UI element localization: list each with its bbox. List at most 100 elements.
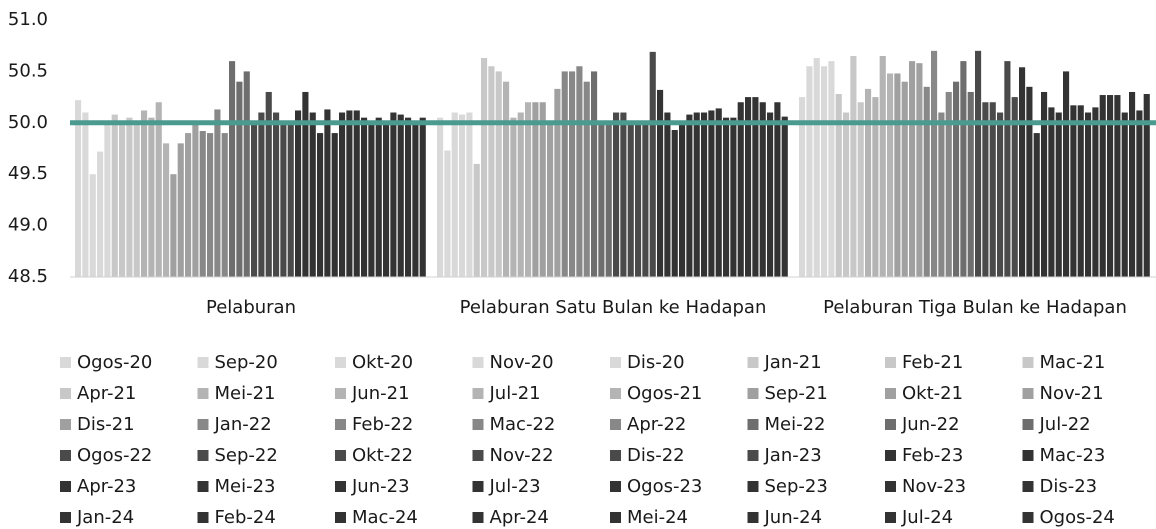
bar — [346, 110, 353, 278]
bar — [412, 122, 419, 277]
bar — [774, 102, 781, 278]
bar — [554, 88, 561, 277]
legend-swatch — [472, 512, 484, 523]
bar — [569, 71, 576, 278]
legend-swatch — [197, 419, 209, 430]
legend-label: Nov-23 — [902, 476, 966, 497]
legend-label: Apr-21 — [77, 383, 136, 404]
bar — [997, 112, 1004, 278]
legend-label: Dis-20 — [627, 352, 685, 373]
bar — [730, 117, 737, 277]
legend-label: Nov-22 — [490, 445, 554, 466]
legend-swatch — [747, 481, 759, 492]
bar — [229, 61, 236, 278]
legend-swatch — [472, 481, 484, 492]
legend-label: Ogos-20 — [77, 352, 152, 373]
bar — [280, 122, 287, 277]
bar — [1026, 86, 1033, 277]
bar — [605, 122, 612, 277]
bar — [437, 117, 444, 277]
bar — [517, 112, 524, 278]
bar — [273, 112, 280, 278]
bar — [967, 91, 974, 278]
bar — [693, 112, 700, 278]
bar — [620, 112, 627, 278]
legend-swatch — [60, 419, 71, 430]
legend-label: Ogos-23 — [627, 476, 702, 497]
bar — [850, 55, 857, 278]
legend-label: Okt-21 — [902, 383, 963, 404]
bar — [503, 81, 510, 278]
legend-swatch — [335, 419, 346, 430]
legend-label: Mei-21 — [215, 383, 276, 404]
bar — [938, 112, 945, 278]
legend-label: Dis-21 — [77, 414, 135, 435]
bar — [481, 58, 488, 278]
x-tick-label: Pelaburan — [206, 297, 296, 318]
legend-swatch — [610, 450, 621, 461]
legend-swatch — [335, 481, 346, 492]
legend-swatch — [885, 481, 896, 492]
bar — [221, 133, 228, 277]
bar — [916, 63, 923, 278]
legend-swatch — [885, 388, 896, 399]
bar — [488, 66, 495, 277]
bar — [561, 71, 568, 278]
legend-swatch — [60, 388, 71, 399]
legend-swatch — [1022, 481, 1034, 492]
bar — [975, 50, 982, 278]
legend-label: Sep-22 — [215, 445, 278, 466]
legend-label: Mac-24 — [352, 507, 418, 528]
bar — [843, 112, 850, 278]
legend-swatch — [885, 357, 896, 368]
bar — [375, 117, 382, 277]
bar — [1143, 94, 1150, 278]
bar — [657, 89, 664, 278]
bar — [953, 81, 960, 278]
bar — [737, 102, 744, 278]
bar — [353, 110, 360, 278]
bar — [960, 61, 967, 278]
legend-label: Jan-23 — [764, 445, 822, 466]
bar — [265, 91, 272, 278]
bar — [302, 91, 309, 278]
bar — [111, 114, 118, 278]
bar — [945, 91, 952, 278]
legend-label: Mac-21 — [1040, 352, 1106, 373]
bar — [1033, 133, 1040, 277]
legend-swatch — [1022, 419, 1034, 430]
legend-label: Feb-23 — [902, 445, 963, 466]
bar — [1114, 95, 1121, 277]
legend-label: Dis-23 — [1040, 476, 1098, 497]
bar — [865, 88, 872, 277]
bar — [243, 71, 250, 278]
bar — [510, 117, 517, 277]
bar — [459, 114, 466, 278]
legend-swatch — [472, 388, 484, 399]
legend-swatch — [1022, 357, 1034, 368]
bar — [97, 151, 104, 277]
legend-label: Dis-22 — [627, 445, 685, 466]
bar — [1107, 95, 1114, 277]
legend-swatch — [335, 450, 346, 461]
legend-swatch — [197, 357, 209, 368]
bar — [383, 122, 390, 277]
legend-swatch — [1022, 512, 1034, 523]
legend-swatch — [60, 357, 71, 368]
bar — [258, 112, 265, 278]
bar — [715, 108, 722, 278]
bar — [923, 86, 930, 277]
legend-label: Mac-22 — [490, 414, 556, 435]
legend-swatch — [747, 388, 759, 399]
bar — [309, 112, 316, 278]
legend-label: Okt-22 — [352, 445, 413, 466]
bar — [781, 116, 788, 278]
bar — [532, 102, 539, 278]
bar — [857, 102, 864, 278]
bar — [466, 112, 473, 278]
bar — [1004, 61, 1011, 278]
legend-swatch — [885, 512, 896, 523]
legend-swatch — [335, 357, 346, 368]
legend-label: Nov-20 — [490, 352, 554, 373]
legend-label: Apr-22 — [627, 414, 686, 435]
